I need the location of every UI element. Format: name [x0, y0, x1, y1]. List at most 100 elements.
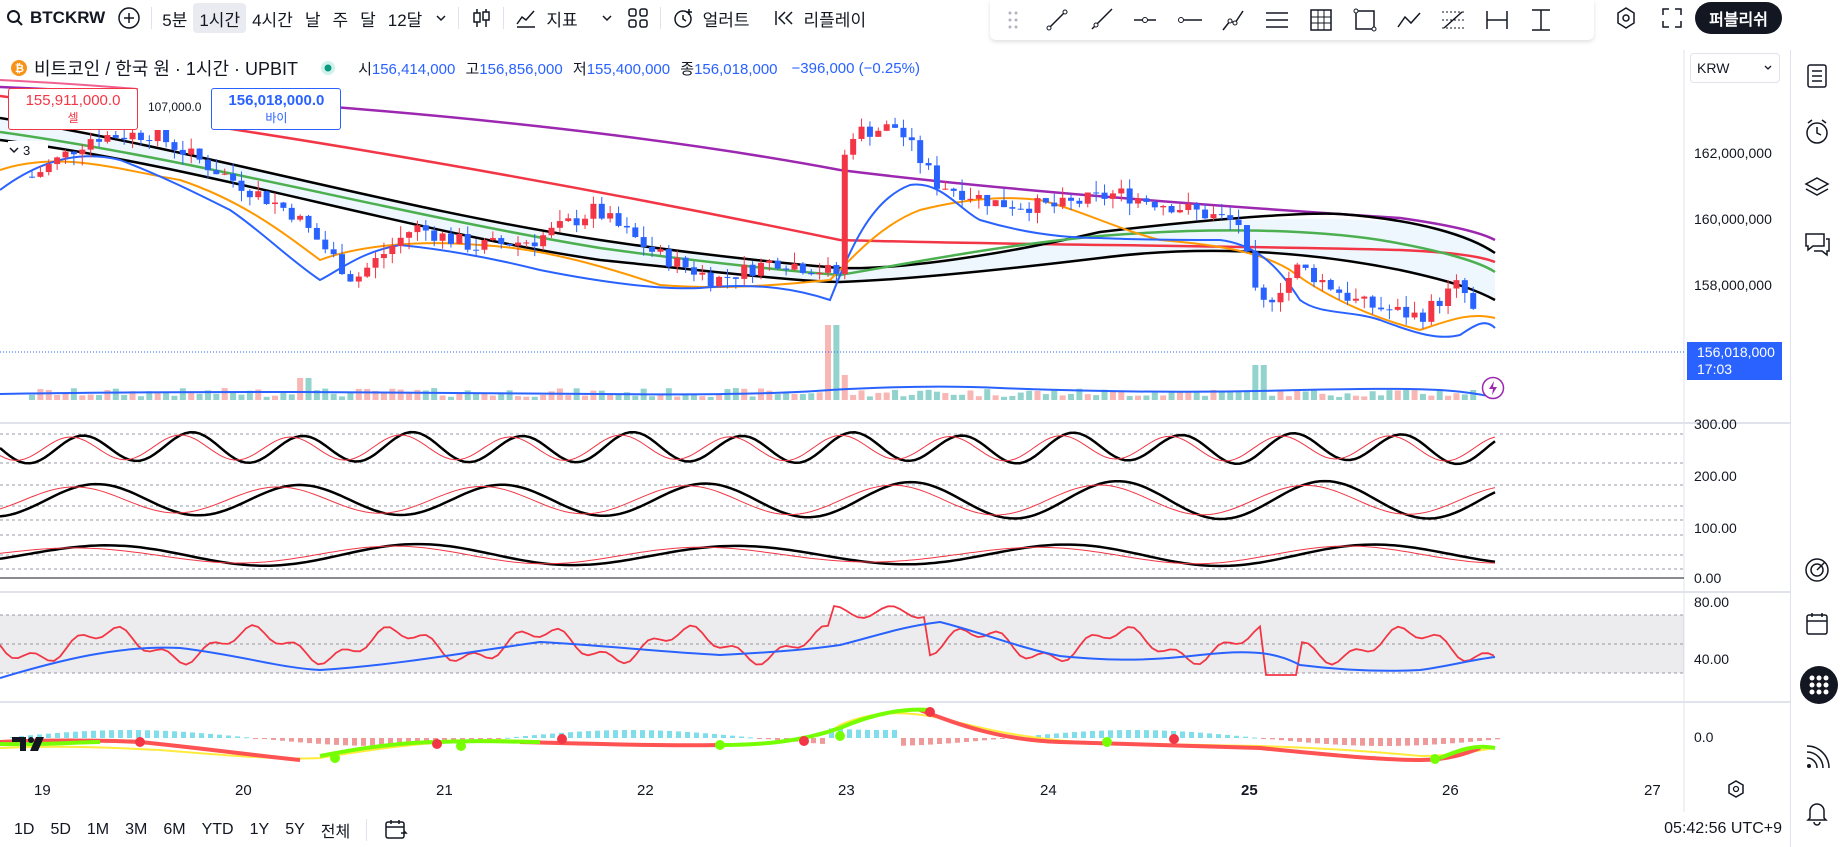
volume-bar: [1109, 390, 1116, 400]
chart-type-button[interactable]: [463, 3, 499, 33]
watchlist-button[interactable]: [1801, 60, 1833, 92]
indicators-button[interactable]: 지표: [508, 3, 583, 33]
candle-body: [439, 233, 446, 241]
candle-body: [1093, 192, 1100, 194]
range-1m[interactable]: 1M: [86, 820, 110, 838]
grid-tool[interactable]: [1306, 5, 1336, 35]
volume-bar: [1294, 389, 1301, 400]
rectangle-tool[interactable]: [1350, 5, 1380, 35]
ray-tool[interactable]: [1086, 5, 1116, 35]
range-5d[interactable]: 5D: [50, 820, 71, 838]
indicators-collapse-button[interactable]: 3: [8, 141, 48, 159]
candle-body: [607, 213, 614, 219]
date-range-tool[interactable]: [1482, 5, 1512, 35]
high-label: 고: [465, 60, 480, 78]
symbol-search[interactable]: BTCKRW: [0, 3, 111, 33]
chats-button[interactable]: [1801, 228, 1833, 260]
indicators-dropdown[interactable]: [594, 3, 620, 33]
candle-body: [29, 176, 35, 178]
volume-bar: [1369, 391, 1376, 400]
macd-histogram-bar: [991, 738, 996, 740]
candle-body: [389, 245, 396, 255]
range-6m[interactable]: 6M: [163, 820, 186, 838]
volume-bar: [414, 389, 421, 400]
info-line-tool[interactable]: [1218, 5, 1248, 35]
tf-4h[interactable]: 4시간: [252, 10, 293, 30]
clock[interactable]: 05:42:56 UTC+9: [1664, 820, 1782, 837]
volume-bar: [657, 394, 664, 400]
range-1d[interactable]: 1D: [14, 820, 35, 838]
candle-body: [255, 191, 262, 198]
macd-histogram-bar: [1459, 738, 1464, 743]
candle-body: [1126, 188, 1133, 204]
timeframe-dropdown[interactable]: [428, 3, 454, 33]
settings-button[interactable]: [1610, 2, 1642, 34]
data-window-button[interactable]: [1801, 172, 1833, 204]
macd-histogram-bar: [1252, 737, 1257, 739]
volume-bar: [1411, 390, 1418, 400]
replay-button[interactable]: 리플레이: [766, 3, 873, 33]
close-value: 156,018,000: [694, 60, 778, 78]
tf-day[interactable]: 날: [304, 10, 321, 30]
alerts-button[interactable]: [1801, 116, 1833, 148]
go-to-date-icon[interactable]: [383, 818, 409, 842]
macd-histogram-bar: [343, 738, 348, 746]
lightning-icon[interactable]: [1481, 376, 1505, 400]
tf-1h[interactable]: 1시간: [193, 3, 247, 33]
calendar-button[interactable]: [1801, 608, 1833, 640]
sell-button[interactable]: 155,911,000.0 셀: [8, 88, 138, 130]
range-all[interactable]: 전체: [320, 823, 351, 841]
chart-settings-button[interactable]: [1728, 780, 1744, 798]
tf-week[interactable]: 주: [332, 10, 349, 30]
macd-histogram-bar: [1063, 732, 1068, 738]
time-axis[interactable]: 19 20 21 22 23 24 25 26 27: [34, 782, 1661, 799]
ideas-button[interactable]: [1801, 554, 1833, 586]
fullscreen-button[interactable]: [1656, 2, 1688, 34]
fib-tool[interactable]: [1438, 5, 1468, 35]
range-1y[interactable]: 1Y: [249, 820, 270, 838]
macd-histogram-bar: [604, 730, 609, 738]
currency-select[interactable]: KRW: [1690, 53, 1780, 83]
symbol-title[interactable]: 비트코인 / 한국 원 · 1시간 · UPBIT: [34, 59, 299, 79]
volume-bar: [1026, 390, 1033, 400]
candle-body: [1252, 251, 1259, 288]
time-axis-label: 21: [436, 782, 453, 799]
products-button[interactable]: [1800, 666, 1838, 704]
macd-histogram-bar: [307, 738, 312, 744]
macd-histogram-bar: [910, 738, 915, 746]
horizontal-line-tool[interactable]: [1174, 5, 1204, 35]
volume-bar: [1445, 395, 1452, 400]
path-tool[interactable]: [1394, 5, 1424, 35]
compare-button[interactable]: [111, 3, 147, 33]
macd-histogram-bar: [667, 730, 672, 738]
price-range-tool[interactable]: [1526, 5, 1556, 35]
range-3m[interactable]: 3M: [125, 820, 148, 838]
volume-bar: [1017, 392, 1024, 400]
publish-button[interactable]: 퍼블리쉬: [1695, 2, 1782, 34]
signals-button[interactable]: [1801, 742, 1833, 774]
currency-label: KRW: [1697, 60, 1730, 76]
layers-icon: [1804, 177, 1830, 196]
price-chart[interactable]: 162,000,000 160,000,000 158,000,000 300.…: [0, 50, 1790, 812]
indicators-label: 지표: [546, 10, 578, 30]
alert-button[interactable]: 얼러트: [665, 3, 756, 33]
volume-bar: [380, 393, 387, 400]
trend-line-tool[interactable]: [1042, 5, 1072, 35]
tradingview-logo[interactable]: [10, 733, 52, 755]
drag-handle[interactable]: [998, 5, 1028, 35]
rewind-icon: [774, 11, 793, 25]
range-ytd[interactable]: YTD: [201, 820, 234, 838]
candle-body: [590, 203, 597, 219]
buy-button[interactable]: 156,018,000.0 바이: [211, 88, 342, 130]
parallel-channel-tool[interactable]: [1262, 5, 1292, 35]
macd-histogram-bar: [397, 738, 402, 746]
volume-bar: [816, 392, 823, 400]
tf-5m[interactable]: 5분: [162, 10, 188, 30]
horizontal-ray-tool[interactable]: [1130, 5, 1160, 35]
candle-body: [548, 227, 555, 236]
layout-button[interactable]: [620, 3, 656, 33]
tf-month[interactable]: 달: [360, 10, 376, 30]
range-5y[interactable]: 5Y: [285, 820, 305, 838]
notifications-button[interactable]: [1801, 796, 1833, 828]
tf-12month[interactable]: 12달: [387, 10, 423, 30]
